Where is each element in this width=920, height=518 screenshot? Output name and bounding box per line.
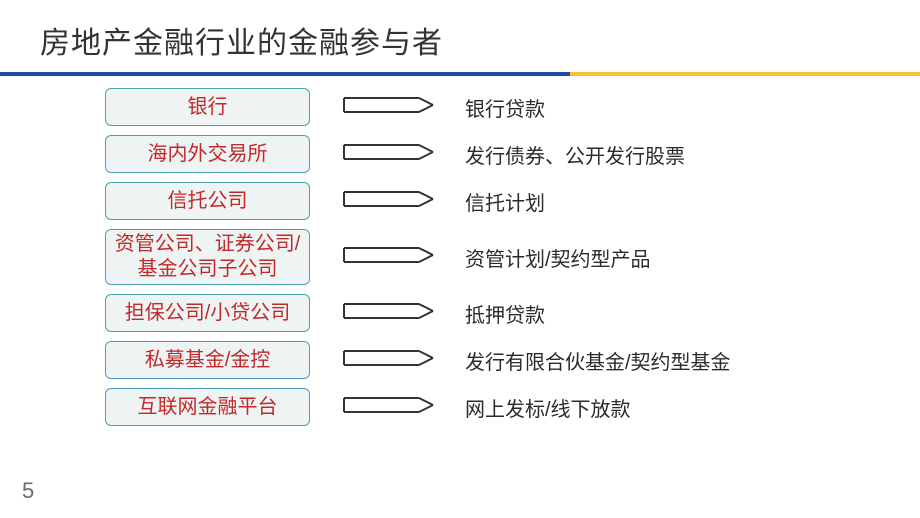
underline-yellow (570, 72, 920, 76)
arrow-icon (340, 190, 435, 213)
arrow-icon (340, 396, 435, 419)
diagram-row: 私募基金/金控 发行有限合伙基金/契约型基金 (0, 341, 920, 379)
arrow-icon (340, 302, 435, 325)
participant-box: 私募基金/金控 (105, 341, 310, 379)
diagram-row: 互联网金融平台 网上发标/线下放款 (0, 388, 920, 426)
arrow-icon (340, 246, 435, 269)
diagram-row: 银行 银行贷款 (0, 88, 920, 126)
participant-box: 担保公司/小贷公司 (105, 294, 310, 332)
participant-box: 银行 (105, 88, 310, 126)
diagram-content: 银行 银行贷款海内外交易所 发行债券、公开发行股票信托公司 信托计划资管公司、证… (0, 76, 920, 426)
output-label: 抵押贷款 (465, 299, 545, 328)
title-underline (0, 72, 920, 76)
diagram-row: 资管公司、证券公司/基金公司子公司 资管计划/契约型产品 (0, 229, 920, 285)
page-title: 房地产金融行业的金融参与者 (40, 18, 920, 62)
diagram-row: 担保公司/小贷公司 抵押贷款 (0, 294, 920, 332)
underline-blue (0, 72, 570, 76)
participant-box: 信托公司 (105, 182, 310, 220)
output-label: 网上发标/线下放款 (465, 393, 631, 422)
arrow-icon (340, 96, 435, 119)
participant-box: 海内外交易所 (105, 135, 310, 173)
output-label: 银行贷款 (465, 93, 545, 122)
output-label: 发行债券、公开发行股票 (465, 140, 685, 169)
page-number: 5 (22, 478, 34, 504)
diagram-row: 信托公司 信托计划 (0, 182, 920, 220)
output-label: 发行有限合伙基金/契约型基金 (465, 346, 731, 375)
participant-box: 互联网金融平台 (105, 388, 310, 426)
diagram-row: 海内外交易所 发行债券、公开发行股票 (0, 135, 920, 173)
arrow-icon (340, 143, 435, 166)
output-label: 资管计划/契约型产品 (465, 243, 651, 272)
participant-box: 资管公司、证券公司/基金公司子公司 (105, 229, 310, 285)
output-label: 信托计划 (465, 187, 545, 216)
arrow-icon (340, 349, 435, 372)
